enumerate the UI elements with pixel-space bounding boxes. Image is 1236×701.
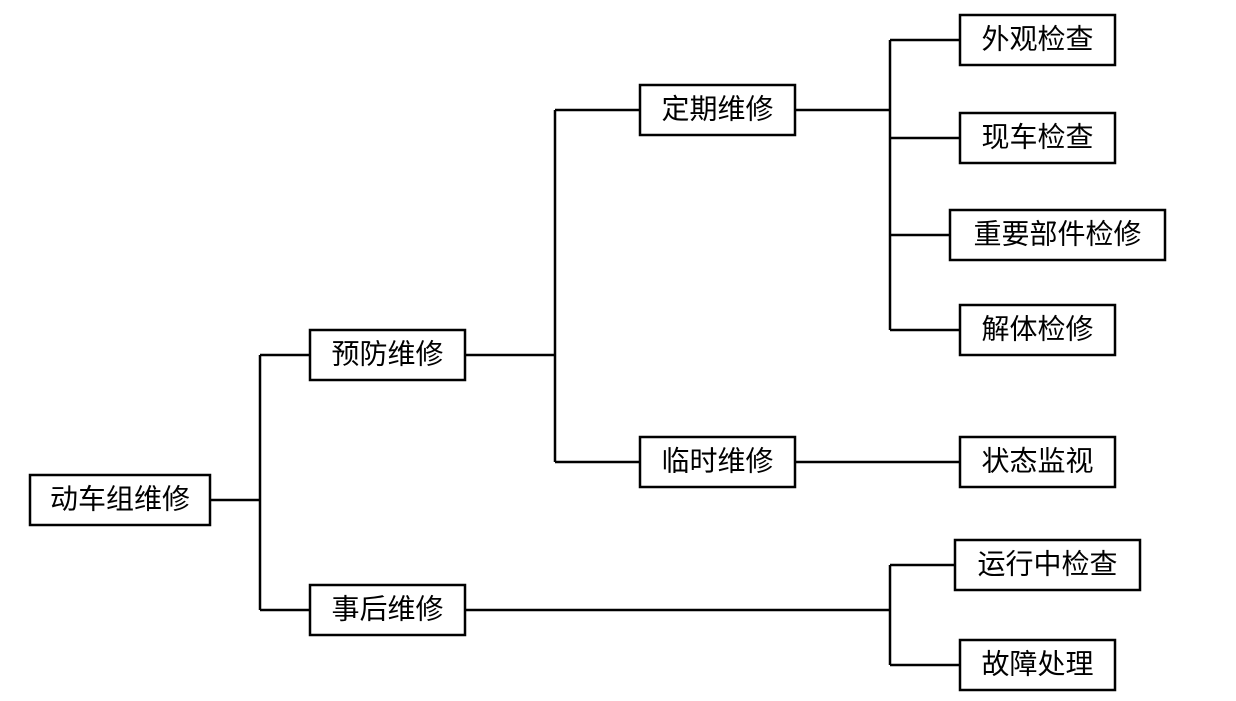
node-label-prev: 预防维修 — [331, 338, 443, 370]
node-prev: 预防维修 — [310, 330, 465, 380]
node-label-disasm: 解体检修 — [981, 313, 1093, 345]
node-major: 重要部件检修 — [950, 210, 1165, 260]
node-label-temp: 临时维修 — [661, 445, 773, 477]
node-runchk: 运行中检查 — [955, 540, 1140, 590]
node-root: 动车组维修 — [30, 475, 210, 525]
node-onsite: 现车检查 — [960, 113, 1115, 163]
node-disasm: 解体检修 — [960, 305, 1115, 355]
node-after: 事后维修 — [310, 585, 465, 635]
node-status: 状态监视 — [960, 437, 1115, 487]
node-label-status: 状态监视 — [981, 445, 1093, 477]
node-temp: 临时维修 — [640, 437, 795, 487]
node-label-sched: 定期维修 — [661, 93, 773, 125]
node-label-root: 动车组维修 — [50, 483, 190, 515]
node-label-fault: 故障处理 — [981, 648, 1093, 680]
node-label-after: 事后维修 — [331, 593, 443, 625]
node-label-onsite: 现车检查 — [981, 121, 1093, 153]
node-fault: 故障处理 — [960, 640, 1115, 690]
node-sched: 定期维修 — [640, 85, 795, 135]
tree-diagram: 动车组维修 预防维修事后维修 定期维修临时维修 外观检查现车检查重要部件检修解体检修状… — [0, 0, 1236, 701]
node-label-appear: 外观检查 — [981, 23, 1093, 55]
node-label-major: 重要部件检修 — [973, 218, 1141, 250]
node-appear: 外观检查 — [960, 15, 1115, 65]
node-label-runchk: 运行中检查 — [977, 548, 1117, 580]
